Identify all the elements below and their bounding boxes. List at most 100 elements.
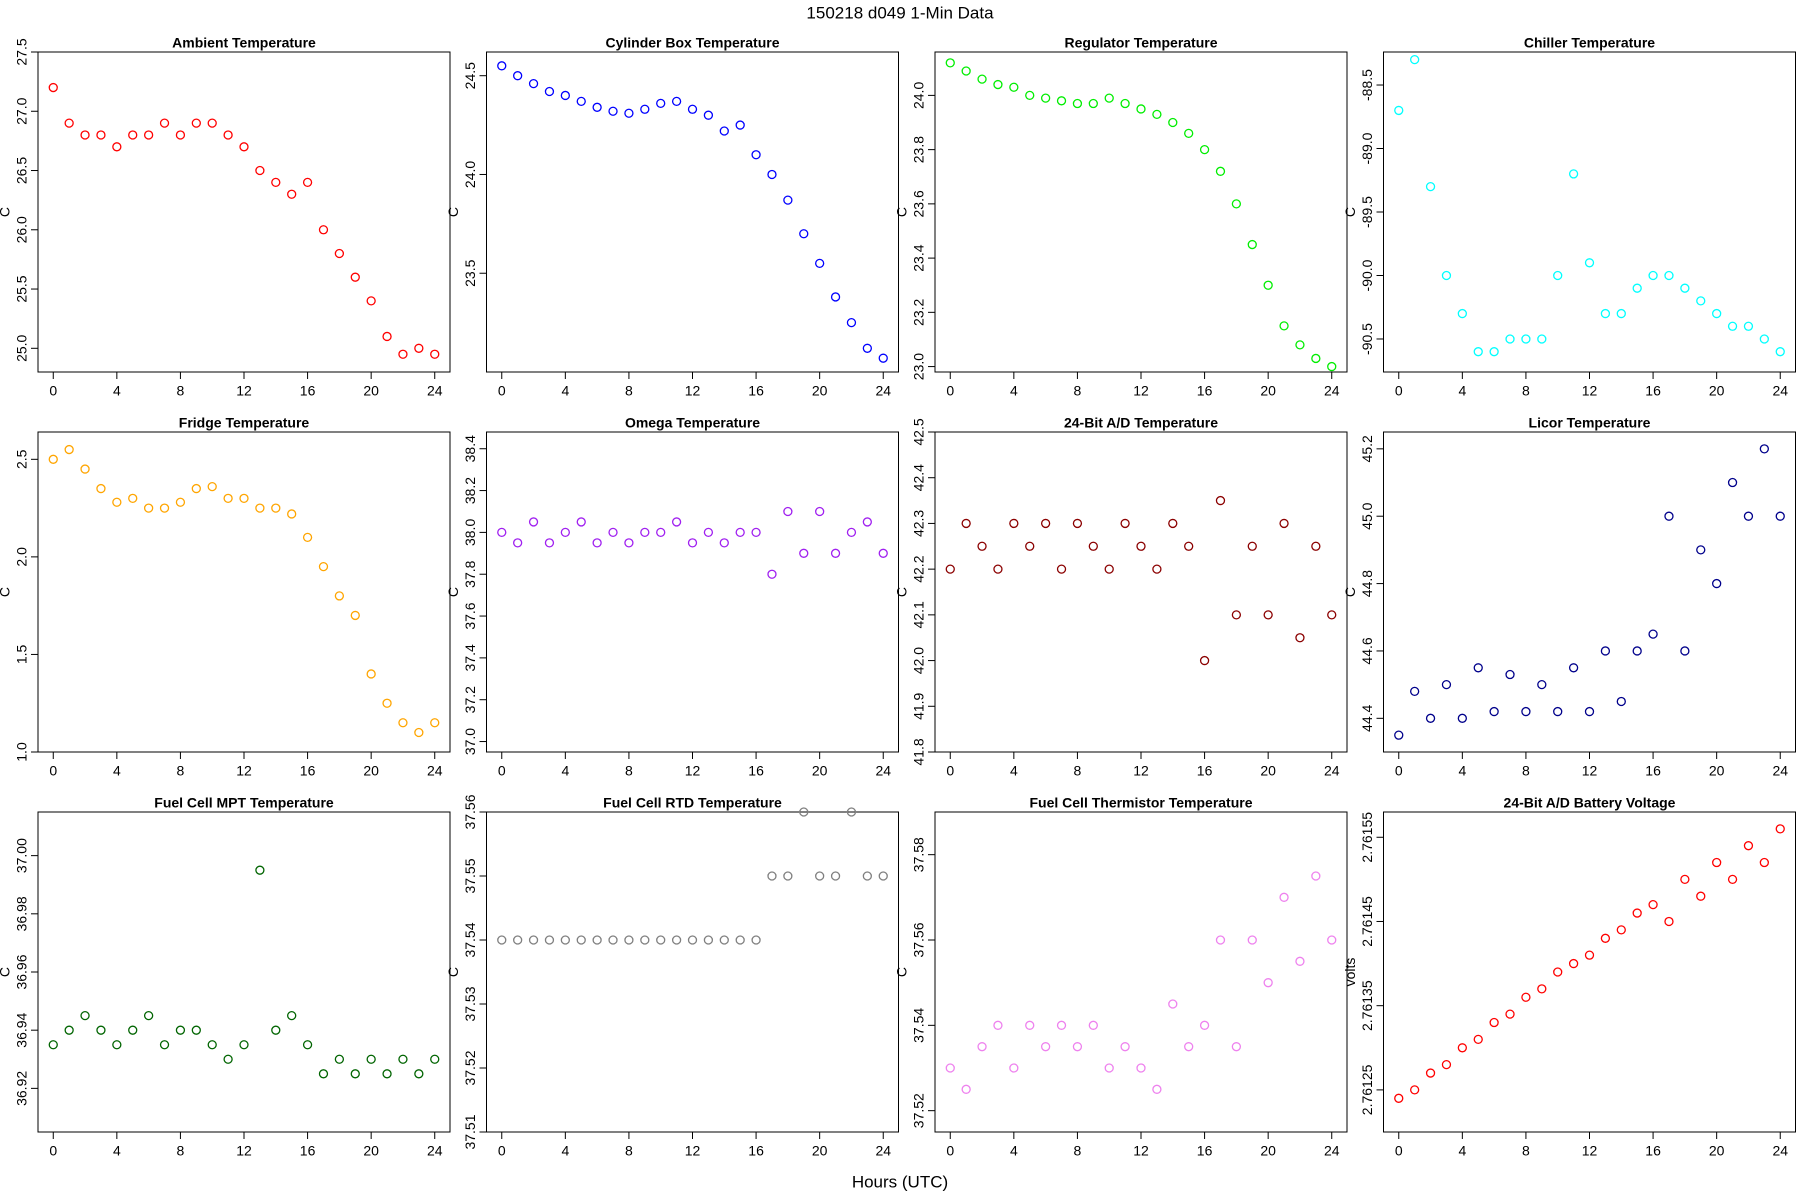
data-point xyxy=(287,1010,297,1021)
y-tick-label: 23.2 xyxy=(911,299,927,326)
data-point xyxy=(977,541,987,551)
data-point xyxy=(1040,518,1051,529)
plot-frame xyxy=(486,811,899,1133)
y-tick-label: 23.6 xyxy=(911,190,927,217)
y-axis-label: volts xyxy=(1342,958,1358,987)
data-point xyxy=(175,497,186,507)
panel-title: Fuel Cell MPT Temperature xyxy=(154,795,334,811)
data-point xyxy=(719,126,729,136)
data-point xyxy=(255,165,265,176)
data-point xyxy=(513,538,523,548)
data-point xyxy=(1215,495,1226,506)
data-point xyxy=(977,74,987,84)
data-point xyxy=(544,86,555,97)
data-point xyxy=(1441,679,1452,690)
data-point xyxy=(1473,1034,1483,1045)
x-tick-label: 20 xyxy=(1260,763,1276,779)
x-tick-label: 8 xyxy=(625,1143,633,1159)
panel-title: Ambient Temperature xyxy=(172,35,316,51)
plot-frame xyxy=(1383,811,1796,1133)
data-point xyxy=(1505,1009,1515,1019)
data-point xyxy=(191,1025,201,1035)
data-point xyxy=(640,104,650,114)
data-point xyxy=(846,317,857,328)
data-point xyxy=(1410,54,1420,65)
y-tick-label: 42.3 xyxy=(911,510,927,537)
data-point xyxy=(48,454,58,464)
data-point xyxy=(1457,308,1467,319)
x-tick-label: 16 xyxy=(300,383,316,399)
data-point xyxy=(1537,334,1547,344)
data-point xyxy=(1279,892,1289,902)
data-point xyxy=(1584,706,1595,717)
x-tick-label: 12 xyxy=(236,383,252,399)
data-point xyxy=(128,130,138,140)
panel-title: Fridge Temperature xyxy=(179,415,310,431)
data-point xyxy=(1473,663,1483,673)
data-point xyxy=(1168,117,1178,128)
x-tick-label: 0 xyxy=(498,763,506,779)
data-point xyxy=(767,871,777,881)
data-point xyxy=(1184,128,1194,139)
x-tick-label: 8 xyxy=(625,763,633,779)
x-tick-label: 12 xyxy=(236,1143,252,1159)
data-point xyxy=(1104,93,1114,103)
x-tick-label: 16 xyxy=(1645,763,1661,779)
data-point xyxy=(1441,1059,1452,1070)
x-tick-label: 16 xyxy=(300,763,316,779)
data-point xyxy=(560,935,570,945)
x-tick-label: 24 xyxy=(1772,763,1788,779)
data-point xyxy=(1215,166,1226,176)
x-tick-label: 24 xyxy=(427,383,443,399)
data-point xyxy=(64,444,74,455)
data-point xyxy=(1279,321,1289,331)
data-point xyxy=(334,591,345,601)
data-point xyxy=(560,527,570,538)
data-point xyxy=(497,935,507,945)
data-point xyxy=(1712,308,1722,319)
panel: Regulator Temperature C 0 4 8 12 16 20 24 23.0 23.… xyxy=(894,35,1348,399)
data-point xyxy=(830,292,841,302)
data-point xyxy=(239,493,249,503)
y-tick-label: 36.94 xyxy=(14,1012,30,1047)
y-tick-label: 37.55 xyxy=(462,858,478,893)
y-tick-label: 45.2 xyxy=(1359,435,1375,462)
data-point xyxy=(560,90,570,101)
data-point xyxy=(993,1020,1003,1030)
data-point xyxy=(608,106,618,116)
data-point xyxy=(1696,545,1706,555)
data-point xyxy=(64,118,74,128)
data-point xyxy=(112,1040,122,1050)
y-tick-label: 42.0 xyxy=(911,647,927,674)
x-tick-label: 0 xyxy=(946,763,954,779)
data-point xyxy=(1727,477,1738,488)
y-tick-label: 26.5 xyxy=(14,157,30,184)
data-point xyxy=(1616,308,1626,319)
y-tick-label: 23.4 xyxy=(911,244,927,271)
y-tick-label: 23.8 xyxy=(911,136,927,163)
x-tick-label: 12 xyxy=(1133,1143,1149,1159)
plot-frame xyxy=(934,51,1348,373)
y-tick-label: 37.53 xyxy=(462,986,478,1021)
data-point xyxy=(656,527,666,538)
y-tick-label: 37.56 xyxy=(911,922,927,957)
data-point xyxy=(497,527,507,538)
x-tick-label: 8 xyxy=(1074,763,1082,779)
data-point xyxy=(1168,999,1178,1009)
y-tick-label: 2.76125 xyxy=(1359,1064,1375,1115)
y-tick-label: 37.0 xyxy=(462,728,478,755)
panel: Omega Temperature C 0 4 8 12 16 20 24 37.0 37.2 37.… xyxy=(445,415,899,779)
plot-frame xyxy=(934,431,1348,753)
data-point xyxy=(993,564,1003,574)
x-axis-label: Hours (UTC) xyxy=(852,1172,948,1191)
x-tick-label: 16 xyxy=(1197,1143,1213,1159)
data-point xyxy=(1120,518,1130,529)
x-tick-label: 20 xyxy=(1260,383,1276,399)
y-tick-label: 25.0 xyxy=(14,334,30,361)
y-tick-label: 2.76145 xyxy=(1359,896,1375,947)
data-point xyxy=(1088,98,1098,109)
x-tick-label: 12 xyxy=(1582,383,1598,399)
y-tick-label: 27.5 xyxy=(14,38,30,65)
data-point xyxy=(430,1054,440,1064)
data-point xyxy=(1295,633,1305,643)
